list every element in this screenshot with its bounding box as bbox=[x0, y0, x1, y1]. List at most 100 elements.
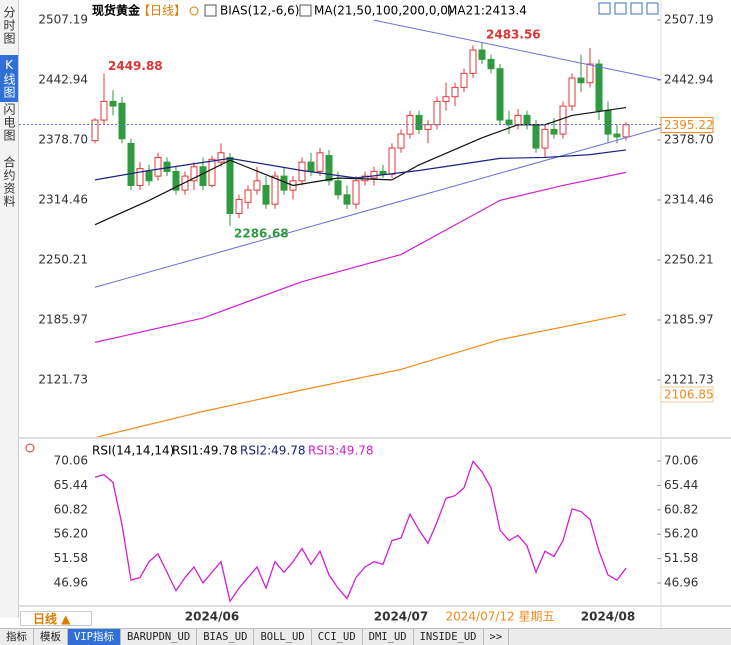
rsi1-label: RSI1:49.78 bbox=[172, 444, 238, 458]
toolbar bbox=[598, 2, 659, 15]
tool-icon[interactable] bbox=[598, 2, 611, 15]
candle-body bbox=[415, 114, 423, 130]
background bbox=[19, 0, 731, 628]
ma-line bbox=[95, 313, 627, 437]
tab-bar: 指标 模板 VIP指标 BARUPDN_UD BIAS_UD BOLL_UD CCI_UD D… bbox=[0, 628, 731, 645]
y-tick-label: 2314.46 bbox=[38, 192, 88, 206]
candle-body bbox=[487, 58, 495, 70]
tool-icon[interactable] bbox=[646, 2, 659, 15]
price-label: 2395.22 bbox=[664, 118, 714, 132]
trendline bbox=[373, 19, 661, 81]
rsi2-label: RSI2:49.78 bbox=[240, 444, 306, 458]
y-tick-label-right: 70.06 bbox=[664, 454, 698, 468]
date-label: 2024/07/12 星期五 bbox=[446, 610, 555, 624]
checkbox[interactable] bbox=[204, 4, 217, 17]
candle-body bbox=[541, 128, 549, 149]
candle-body bbox=[235, 198, 243, 214]
y-tick-label: 60.82 bbox=[54, 502, 88, 516]
tool-icon[interactable] bbox=[630, 2, 643, 15]
rsi3-label: RSI3:49.78 bbox=[308, 444, 374, 458]
tool-icon[interactable] bbox=[614, 2, 627, 15]
sidebar-tab[interactable]: 分时图 bbox=[2, 6, 16, 45]
candle-body bbox=[397, 133, 405, 149]
rsi-line bbox=[94, 460, 627, 603]
checkbox[interactable] bbox=[299, 4, 312, 17]
date-label: 2024/06 bbox=[185, 610, 239, 624]
sidebar-tab[interactable]: 合约资料 bbox=[2, 156, 16, 208]
candle-body bbox=[559, 105, 567, 135]
tab[interactable]: 模板 bbox=[34, 629, 68, 645]
y-tick-label-right: 2185.97 bbox=[664, 312, 714, 326]
y-tick-label-right: 2507.19 bbox=[664, 12, 714, 26]
candle-body bbox=[379, 170, 387, 175]
candle-body bbox=[523, 114, 531, 126]
tab[interactable]: BIAS_UD bbox=[197, 629, 255, 645]
candle-body bbox=[316, 152, 324, 172]
y-tick-label: 65.44 bbox=[54, 478, 88, 492]
ma-line bbox=[94, 149, 627, 181]
date-label: 2024/08 bbox=[581, 610, 635, 624]
period: 【日线】 bbox=[138, 4, 186, 18]
y-tick-label-right: 2121.73 bbox=[664, 372, 714, 386]
y-tick-label: 2250.21 bbox=[38, 252, 88, 266]
bias-label: BIAS(12,-6,6) bbox=[220, 4, 299, 18]
candle-body bbox=[127, 142, 135, 186]
candle-body bbox=[244, 189, 252, 203]
y-tick-label-right: 65.44 bbox=[664, 478, 698, 492]
candle-body bbox=[109, 100, 117, 107]
settings-icon[interactable] bbox=[189, 6, 199, 16]
tab[interactable]: VIP指标 bbox=[68, 629, 121, 645]
y-tick-label: 51.58 bbox=[54, 551, 88, 565]
candle-body bbox=[226, 156, 234, 214]
sidebar: 分时图 K线图 闪电图合约资料 bbox=[0, 0, 19, 618]
instrument: 现货黄金 bbox=[92, 3, 141, 18]
high-label: 2449.88 bbox=[108, 59, 163, 73]
y-tick-label: 56.20 bbox=[54, 527, 88, 541]
candle-body bbox=[514, 114, 522, 126]
candle-body bbox=[433, 100, 441, 126]
candle-body bbox=[298, 161, 306, 182]
candle-body bbox=[307, 161, 315, 172]
candle-body bbox=[370, 170, 378, 179]
candle-body bbox=[118, 102, 126, 140]
candle-body bbox=[469, 49, 477, 74]
ma-label: MA(21,50,100,200,0,0) bbox=[314, 4, 453, 18]
date-label: 2024/07 bbox=[374, 610, 428, 624]
y-tick-label-right: 60.82 bbox=[664, 502, 698, 516]
candle-body bbox=[478, 49, 486, 60]
y-tick-label-right: 56.20 bbox=[664, 527, 698, 541]
candle-body bbox=[334, 180, 342, 196]
tab[interactable]: 指标 bbox=[0, 629, 34, 645]
candle-body bbox=[496, 68, 504, 121]
price-box bbox=[660, 117, 714, 134]
candle-body bbox=[622, 124, 630, 138]
tab[interactable]: BOLL_UD bbox=[254, 629, 312, 645]
candle-body bbox=[424, 124, 432, 130]
candle-body bbox=[208, 158, 216, 186]
y-tick-label: 2378.70 bbox=[38, 132, 88, 146]
tab[interactable]: DMI_UD bbox=[363, 629, 414, 645]
candle-body bbox=[595, 63, 603, 112]
sidebar-tab[interactable]: K线图 bbox=[0, 55, 18, 102]
sidebar-tab[interactable]: 闪电图 bbox=[2, 103, 16, 142]
candle-body bbox=[172, 170, 180, 191]
y-tick-label-right: 2442.94 bbox=[664, 72, 714, 86]
tab[interactable]: >> bbox=[484, 629, 510, 645]
y-tick-label-right: 2314.46 bbox=[664, 192, 714, 206]
low-label: 2286.68 bbox=[234, 226, 289, 240]
candle-body bbox=[190, 166, 198, 182]
rsi-icon[interactable] bbox=[25, 443, 35, 453]
y-tick-label: 2507.19 bbox=[38, 12, 88, 26]
candle-body bbox=[343, 194, 351, 205]
candle-body bbox=[352, 180, 360, 205]
tab[interactable]: INSIDE_UD bbox=[414, 629, 484, 645]
candle-body bbox=[604, 110, 612, 135]
tab[interactable]: BARUPDN_UD bbox=[121, 629, 198, 645]
tab[interactable]: CCI_UD bbox=[312, 629, 363, 645]
high-label: 2483.56 bbox=[486, 28, 541, 42]
candle-body bbox=[451, 86, 459, 98]
period-button[interactable]: 日线 ▲ bbox=[20, 611, 92, 626]
candle-body bbox=[442, 96, 450, 102]
y-tick-label: 2185.97 bbox=[38, 312, 88, 326]
